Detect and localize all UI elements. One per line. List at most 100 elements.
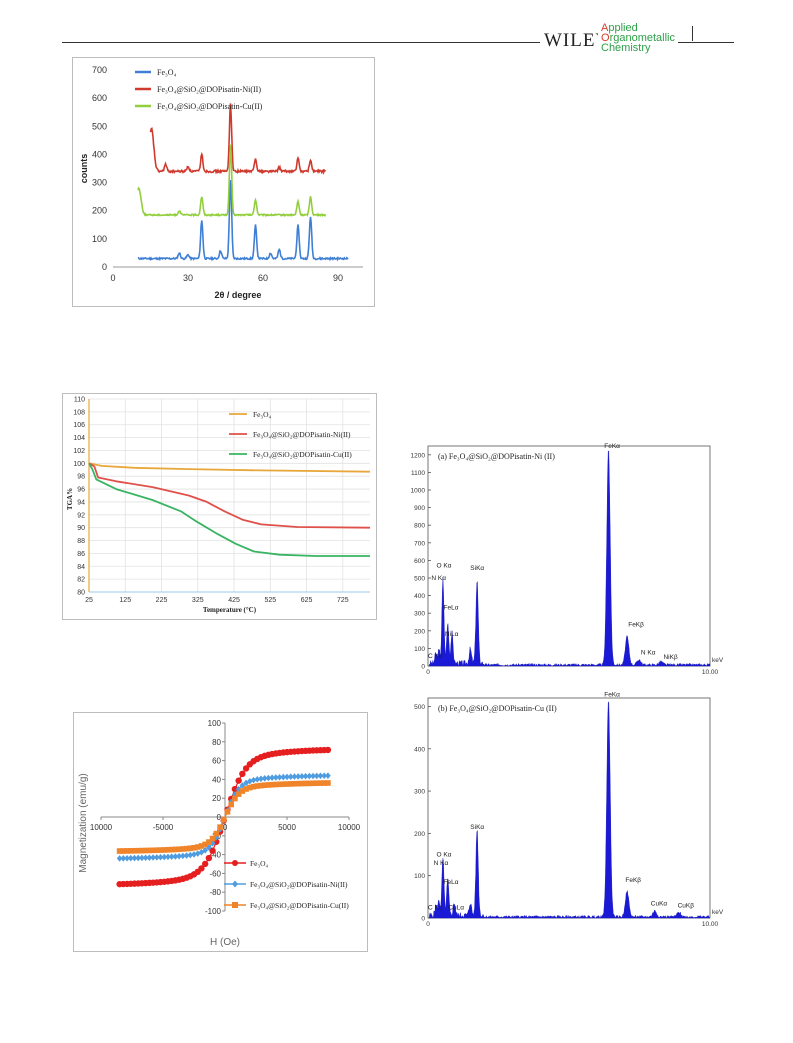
y-tick-label: 400 xyxy=(414,593,425,600)
data-point xyxy=(269,781,275,788)
peak-label: C Kα xyxy=(428,905,443,912)
tga-chart-panel: 80 82 84 86 88 90 92 94 96 98 100 102 104 106 108 110 25… xyxy=(62,393,377,620)
edx-ni-spectrum: 0 100 200 300 400 500 600 700 800 900 1000 1100 1200… xyxy=(411,443,724,676)
y-tick-label: 600 xyxy=(92,93,107,103)
y-tick-label: 40 xyxy=(212,775,221,784)
x-tick-label: 0 xyxy=(110,273,115,283)
data-point xyxy=(232,880,238,888)
data-point xyxy=(287,781,294,787)
y-tick-label: 800 xyxy=(414,523,425,530)
peak-label: CuLα xyxy=(448,905,464,912)
data-point xyxy=(280,781,287,787)
data-point xyxy=(127,854,134,862)
edx-cu-panel: 0 100 200 300 400 500 0 10.00 keV (b) Fe₃O₄@SiO₂@… xyxy=(398,690,730,934)
publisher-logo: WILEY xyxy=(540,30,615,52)
data-point xyxy=(206,839,212,845)
peak-label: FeKβ xyxy=(625,877,641,884)
y-tick-label: 400 xyxy=(414,746,425,753)
data-point xyxy=(302,772,309,780)
data-point xyxy=(243,786,249,792)
y-tick-label: -100 xyxy=(205,907,222,916)
data-point xyxy=(205,854,213,862)
x-axis-label: 2θ / degree xyxy=(215,290,262,300)
data-point xyxy=(276,781,283,788)
y-axis-label: Magnetization (emu/g) xyxy=(78,773,89,873)
data-point xyxy=(157,853,164,861)
y-tick-label: 100 xyxy=(208,719,222,728)
data-point xyxy=(228,801,234,808)
data-point xyxy=(325,780,331,786)
header-rule xyxy=(62,42,734,43)
y-tick-label: 0 xyxy=(217,813,222,822)
data-point xyxy=(124,854,130,862)
data-point xyxy=(154,847,160,853)
series-line xyxy=(88,462,370,557)
data-point xyxy=(172,853,179,860)
data-point xyxy=(176,846,182,853)
data-point xyxy=(242,765,250,772)
data-point xyxy=(127,848,134,854)
xrd-chart: 0 100 200 300 400 500 600 700 0 30 60 90 2θ / degree… xyxy=(79,65,363,300)
data-point xyxy=(139,847,145,854)
y-tick-label: 92 xyxy=(77,512,85,519)
edx-cu-spectrum: 0 100 200 300 400 500 0 10.00 keV (b) Fe₃O₄@SiO₂@… xyxy=(414,692,724,928)
x-tick-label: 10.00 xyxy=(702,669,719,676)
y-tick-label: 300 xyxy=(414,789,425,796)
data-point xyxy=(183,852,190,859)
y-tick-label: 98 xyxy=(77,474,85,481)
data-point xyxy=(306,780,313,787)
legend-label: Fe₃O₄@SiO₂@DOPisatin-Cu(II) xyxy=(157,102,263,111)
x-tick-label: 525 xyxy=(264,597,276,604)
data-point xyxy=(302,780,309,787)
data-point xyxy=(224,809,231,815)
peak-label: SiKα xyxy=(470,824,484,831)
data-point xyxy=(313,772,320,780)
y-axis-label: counts xyxy=(79,154,89,184)
y-tick-label: 700 xyxy=(92,65,107,75)
x-tick-label: 90 xyxy=(333,273,343,283)
y-tick-label: 100 xyxy=(73,461,85,468)
data-point xyxy=(217,824,223,830)
data-point xyxy=(150,847,156,854)
y-tick-label: -80 xyxy=(209,888,221,897)
data-point xyxy=(116,848,123,854)
journal-logo: Applied Organometallic Chemistry xyxy=(598,22,678,54)
peak-label: CuKα xyxy=(651,900,668,907)
data-point xyxy=(180,852,186,860)
vsm-chart: -100-80-60-40-2002040608010010000-500005… xyxy=(78,719,361,948)
y-tick-label: 102 xyxy=(73,448,85,455)
y-tick-label: 108 xyxy=(73,409,85,416)
x-tick-label: 325 xyxy=(192,597,204,604)
panel-title: (a) Fe₃O₄@SiO₂@DOPisatin-Ni (II) xyxy=(438,452,555,461)
data-point xyxy=(146,847,153,854)
data-point xyxy=(287,773,294,781)
y-tick-label: 1200 xyxy=(411,452,426,459)
data-point xyxy=(213,833,220,841)
peak-label: SiKα xyxy=(470,565,484,572)
x-tick-label: 125 xyxy=(119,597,131,604)
data-point xyxy=(247,784,253,791)
peak-label: FeLα xyxy=(444,605,459,612)
data-point xyxy=(265,774,272,782)
x-tick-label: 0 xyxy=(426,921,430,928)
panel-title: (b) Fe₃O₄@SiO₂@DOPisatin-Cu (II) xyxy=(438,704,557,713)
data-point xyxy=(187,845,194,852)
plot-frame xyxy=(427,445,711,667)
data-point xyxy=(295,773,301,780)
peak-label: NiLα xyxy=(445,631,459,638)
x-axis-label: keV xyxy=(712,657,724,664)
data-point xyxy=(180,846,186,852)
data-point xyxy=(232,860,238,866)
y-tick-label: 110 xyxy=(74,397,85,404)
data-point xyxy=(135,847,141,854)
y-tick-label: -60 xyxy=(209,869,221,878)
peak-label: N Kα xyxy=(431,575,446,582)
data-point xyxy=(165,853,171,861)
y-tick-label: 200 xyxy=(414,831,425,838)
journal-line-1: Applied xyxy=(601,22,638,34)
data-point xyxy=(269,774,275,782)
y-tick-label: 1100 xyxy=(411,470,425,477)
y-tick-label: 84 xyxy=(77,564,85,571)
legend-label: Fe₃O₄ xyxy=(253,410,272,419)
legend-label: Fe₃O₄ xyxy=(157,68,177,77)
